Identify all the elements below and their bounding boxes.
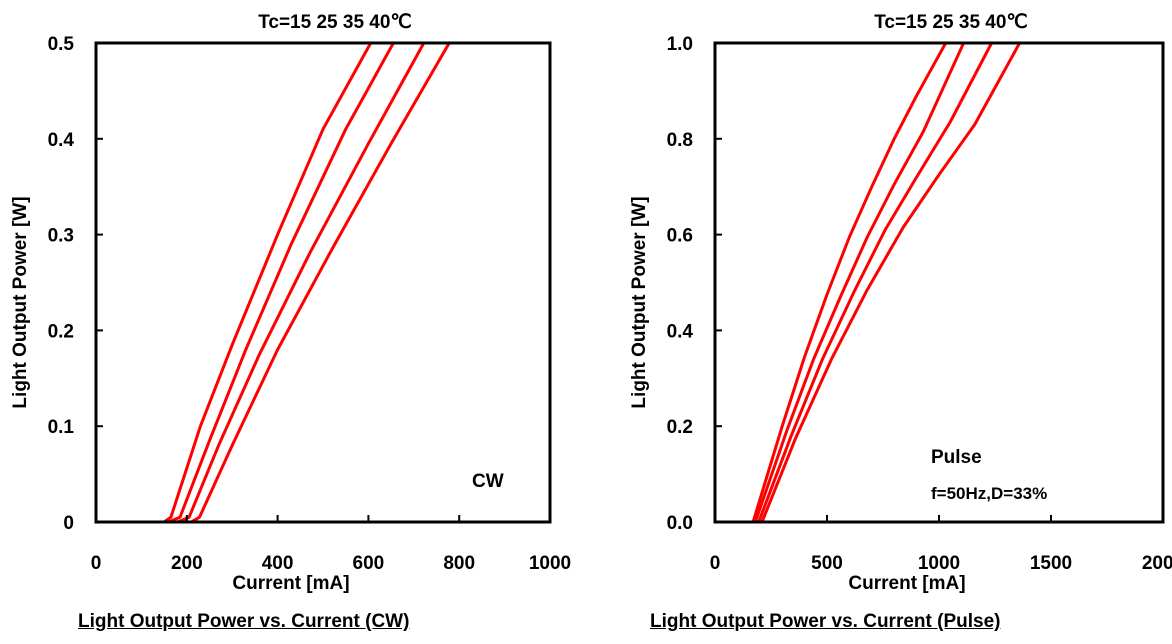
chart-cw-x-tick-label: 1000 — [529, 553, 571, 574]
chart-pulse-series-2-line — [753, 41, 966, 524]
chart-pulse-x-axis-label: Current [mA] — [848, 573, 965, 594]
chart-cw-x-tick-label: 600 — [353, 553, 385, 574]
chart-cw-y-tick-label: 0.1 — [48, 417, 75, 438]
chart-cw-y-tick-label: 0 — [63, 513, 74, 534]
chart-cw-y-axis-label: Light Output Power [W] — [10, 196, 31, 408]
chart-pulse-temperature-label: Tc=15 25 35 40℃ — [874, 12, 1028, 33]
chart-cw-series-2-line — [94, 41, 395, 524]
chart-cw-y-tick-label: 0.2 — [48, 321, 74, 342]
chart-cw-annotation: CW — [472, 471, 504, 492]
chart-pulse-y-tick-label: 0.4 — [667, 321, 694, 342]
chart-cw-x-tick-label: 200 — [171, 553, 203, 574]
chart-cw-series-3-line — [94, 41, 426, 524]
chart-cw-y-tick-label: 0.4 — [48, 130, 75, 151]
chart-cw-caption: Light Output Power vs. Current (CW) — [78, 611, 410, 632]
chart-pulse-y-axis-label: Light Output Power [W] — [629, 196, 650, 408]
chart-cw-series-1-line — [94, 41, 373, 524]
chart-cw-x-tick-label: 400 — [262, 553, 294, 574]
chart-pulse-y-tick-label: 0.2 — [667, 417, 693, 438]
chart-cw-plot-frame — [94, 41, 552, 524]
chart-pulse-annotation: f=50Hz,D=33% — [931, 484, 1047, 503]
chart-pulse-caption: Light Output Power vs. Current (Pulse) — [650, 611, 1001, 632]
chart-cw-series-4-line — [94, 41, 451, 524]
chart-pulse-y-tick-label: 0.8 — [667, 130, 693, 151]
chart-cw-temperature-label: Tc=15 25 35 40℃ — [258, 12, 412, 33]
chart-cw-y-tick-label: 0.3 — [48, 226, 74, 247]
chart-pulse-x-tick-label: 1500 — [1030, 553, 1072, 574]
chart-pulse-series-4-line — [760, 41, 1022, 524]
chart-pulse-annotation: Pulse — [931, 447, 982, 468]
chart-pulse-x-tick-label: 500 — [811, 553, 843, 574]
chart-pulse-x-tick-label: 0 — [710, 553, 721, 574]
chart-cw-x-tick-label: 0 — [91, 553, 102, 574]
chart-pulse-series-1-line — [751, 41, 948, 524]
chart-cw-x-tick-label: 800 — [443, 553, 475, 574]
chart-pulse-series-3-line — [757, 41, 994, 524]
chart-cw-x-axis-label: Current [mA] — [232, 573, 349, 594]
chart-cw-y-tick-label: 0.5 — [48, 34, 75, 55]
chart-pulse-y-tick-label: 0.6 — [667, 226, 693, 247]
chart-pulse-y-tick-label: 1.0 — [667, 34, 693, 55]
chart-pulse-x-tick-label: 1000 — [918, 553, 960, 574]
chart-pulse-y-tick-label: 0.0 — [667, 513, 693, 534]
